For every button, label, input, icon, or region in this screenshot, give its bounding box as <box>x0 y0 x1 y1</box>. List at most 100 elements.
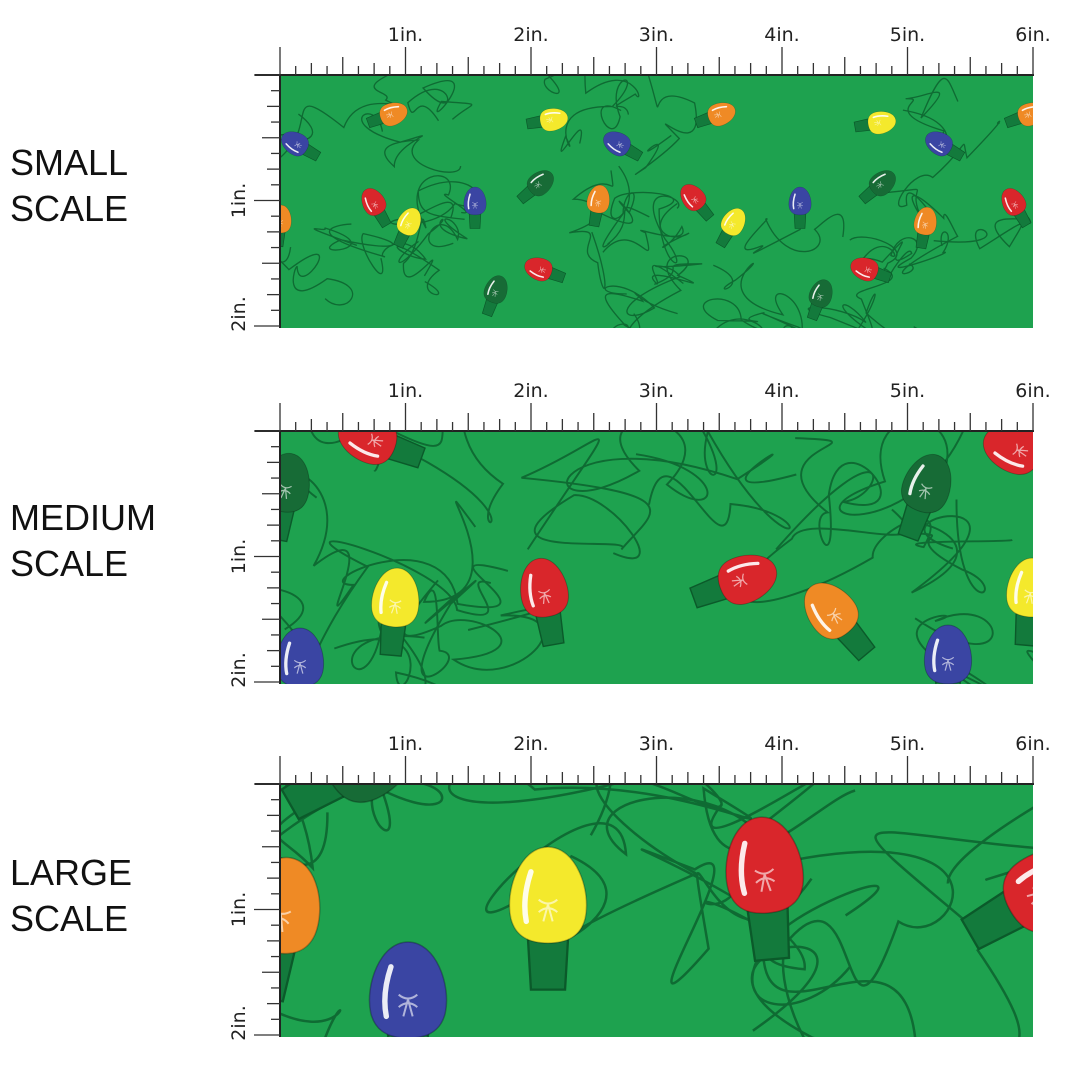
bulb-yellow-icon <box>853 111 896 135</box>
horizontal-ruler-label: 3in. <box>639 733 674 755</box>
bulb-blue-icon <box>788 186 812 229</box>
light-bulbs <box>280 784 1033 1037</box>
bulb-darkgreen-icon <box>806 279 833 322</box>
horizontal-ruler-label: 1in. <box>388 733 423 755</box>
wire-strand <box>543 75 640 115</box>
bulb-orange-icon <box>365 102 408 129</box>
bulb-red-icon <box>725 816 805 963</box>
horizontal-ruler-label: 2in. <box>513 380 548 402</box>
bulb-orange-icon <box>586 185 610 228</box>
wire-strand <box>761 293 918 328</box>
bulb-yellow-icon <box>393 207 421 249</box>
wire-strand <box>390 181 480 226</box>
bulb-blue-icon <box>923 624 973 684</box>
wire-strand <box>914 613 1033 684</box>
horizontal-ruler-label: 5in. <box>890 24 925 46</box>
wire-strand <box>713 262 803 328</box>
bulb-yellow-icon <box>715 208 746 249</box>
large-scale-pattern <box>280 784 1033 1037</box>
bulb-blue-icon <box>463 186 487 229</box>
medium-scale-label: MEDIUM SCALE <box>10 495 156 587</box>
large-scale-swatch <box>280 784 1033 1037</box>
bulb-blue-icon <box>281 131 322 162</box>
horizontal-ruler-label: 1in. <box>388 24 423 46</box>
bulb-red-icon <box>850 257 893 284</box>
vertical-ruler-label: 2in. <box>228 1005 250 1040</box>
wire-strand <box>280 247 354 306</box>
bulb-orange-icon <box>913 207 937 250</box>
horizontal-ruler-label: 2in. <box>513 733 548 755</box>
wire-strand <box>602 203 690 253</box>
wire-strand <box>634 75 697 175</box>
large-scale-label-line2: SCALE <box>10 898 129 939</box>
wire-strands <box>280 75 1031 328</box>
small-scale-label-line2: SCALE <box>10 188 129 229</box>
wire-strand <box>560 79 629 152</box>
large-scale-label-line1: LARGE <box>10 852 133 893</box>
bulb-blue-icon <box>603 131 644 162</box>
bulb-darkgreen-icon <box>516 170 554 205</box>
wire-strand <box>328 223 441 296</box>
small-scale-label: SMALL SCALE <box>10 140 128 232</box>
wire-strand <box>569 170 614 289</box>
medium-scale-pattern <box>280 431 1033 684</box>
bulb-red-icon <box>960 847 1033 951</box>
horizontal-ruler-label: 2in. <box>513 24 548 46</box>
bulb-red-icon <box>337 431 426 469</box>
vertical-ruler-label: 1in. <box>228 892 250 927</box>
bulb-yellow-icon <box>508 846 588 991</box>
horizontal-ruler-label: 4in. <box>764 24 799 46</box>
vertical-ruler-label: 2in. <box>228 296 250 331</box>
bulb-red-icon <box>1001 188 1032 229</box>
wire-strand <box>727 850 1021 1037</box>
wire-strand <box>521 438 652 560</box>
wire-strand <box>313 227 394 275</box>
wire-strand <box>878 188 959 275</box>
horizontal-ruler-label: 6in. <box>1015 24 1050 46</box>
medium-scale-label-line1: MEDIUM <box>10 497 156 538</box>
vertical-ruler-label: 2in. <box>228 652 250 687</box>
wire-strand <box>361 113 462 173</box>
fabric-background <box>280 75 1033 328</box>
wire-strand <box>860 231 949 269</box>
wire-strand <box>744 213 845 254</box>
bulb-blue-icon <box>925 131 966 162</box>
wire-strand <box>610 165 680 264</box>
horizontal-ruler-label: 3in. <box>639 380 674 402</box>
horizontal-ruler-label: 5in. <box>890 380 925 402</box>
bulb-red-icon <box>689 554 778 609</box>
horizontal-ruler-label: 5in. <box>890 733 925 755</box>
bulb-red-icon <box>982 431 1033 479</box>
horizontal-ruler-label: 1in. <box>388 380 423 402</box>
bulb-blue-icon <box>280 627 325 684</box>
bulb-red-icon <box>361 188 392 229</box>
horizontal-ruler-label: 6in. <box>1015 733 1050 755</box>
bulb-darkgreen-icon <box>858 170 896 205</box>
wire-strand <box>407 80 473 122</box>
small-scale-label-line1: SMALL <box>10 142 129 183</box>
light-bulbs <box>280 431 1033 684</box>
wire-strand <box>775 437 882 551</box>
bulb-orange-icon <box>693 102 736 129</box>
bulb-darkgreen-icon <box>897 453 952 542</box>
horizontal-ruler-label: 4in. <box>764 380 799 402</box>
bulb-yellow-icon <box>371 567 420 657</box>
wire-strand <box>280 784 444 872</box>
large-scale-label: LARGE SCALE <box>10 850 132 942</box>
vertical-ruler-label: 1in. <box>228 539 250 574</box>
horizontal-ruler-label: 6in. <box>1015 380 1050 402</box>
bulb-red-icon <box>520 558 569 648</box>
wire-strand <box>874 806 1033 945</box>
bulb-yellow-icon <box>525 108 568 132</box>
bulb-orange-icon <box>804 582 876 662</box>
wire-strand <box>280 540 492 658</box>
horizontal-ruler-label: 4in. <box>764 733 799 755</box>
small-scale-swatch <box>280 75 1033 328</box>
bulb-darkgreen-icon <box>280 784 419 821</box>
wire-strand <box>280 812 342 1037</box>
small-scale-pattern <box>280 75 1033 328</box>
wire-strand <box>296 75 405 135</box>
wire-strand <box>807 267 893 328</box>
light-bulbs <box>280 102 1033 322</box>
wire-strand <box>566 431 797 501</box>
